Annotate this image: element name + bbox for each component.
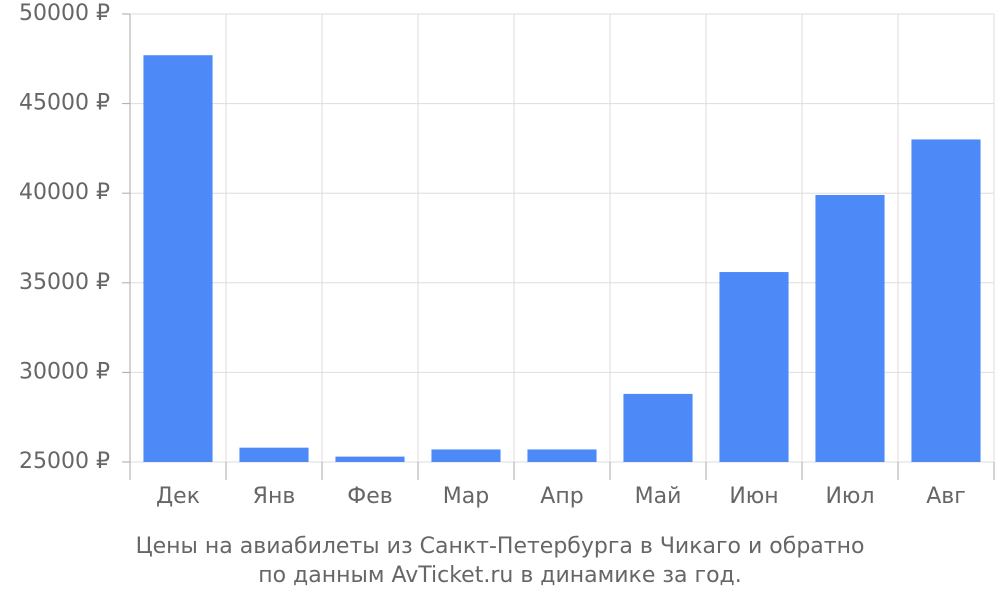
bar bbox=[623, 393, 693, 462]
y-tick-label: 30000 ₽ bbox=[19, 359, 110, 384]
x-tick-label: Янв bbox=[253, 484, 296, 509]
y-tick-label: 50000 ₽ bbox=[19, 1, 110, 26]
x-tick-label: Май bbox=[635, 484, 682, 509]
bar bbox=[815, 194, 885, 462]
x-tick-label: Апр bbox=[540, 484, 583, 509]
bar bbox=[335, 456, 405, 462]
chart-title: Цены на авиабилеты из Санкт-Петербурга в… bbox=[136, 534, 865, 559]
chart-title: по данным AvTicket.ru в динамике за год. bbox=[258, 563, 742, 588]
x-tick-label: Июл bbox=[825, 484, 874, 509]
x-tick-label: Авг bbox=[926, 484, 966, 509]
x-tick-label: Июн bbox=[729, 484, 778, 509]
bar bbox=[239, 447, 309, 462]
y-tick-label: 40000 ₽ bbox=[19, 180, 110, 205]
bar bbox=[143, 55, 213, 462]
y-tick-label: 25000 ₽ bbox=[19, 449, 110, 474]
bar bbox=[527, 449, 597, 462]
x-tick-label: Дек bbox=[156, 484, 200, 509]
bar bbox=[719, 272, 789, 462]
x-tick-label: Фев bbox=[347, 484, 392, 509]
x-tick-label: Мар bbox=[443, 484, 489, 509]
bar bbox=[911, 139, 981, 462]
y-tick-label: 45000 ₽ bbox=[19, 91, 110, 116]
bar bbox=[431, 449, 501, 462]
y-tick-label: 35000 ₽ bbox=[19, 270, 110, 295]
